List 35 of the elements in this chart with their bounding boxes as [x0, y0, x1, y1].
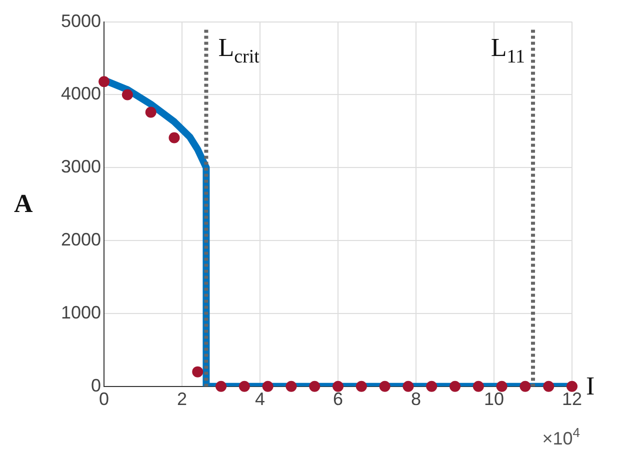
- point: [566, 380, 578, 392]
- y-tick-label: 1000: [60, 302, 102, 322]
- point: [402, 380, 414, 392]
- point: [145, 106, 156, 118]
- point: [238, 380, 250, 392]
- point: [216, 380, 227, 392]
- y-tick-label: 5000: [60, 10, 102, 31]
- point: [379, 380, 390, 392]
- y-axis-title: A: [14, 189, 33, 218]
- y-tick-label: 3000: [60, 156, 102, 177]
- point: [543, 380, 554, 392]
- point: [520, 380, 531, 392]
- point: [122, 89, 133, 100]
- x-tick-label: 4: [255, 389, 266, 410]
- point: [356, 380, 367, 392]
- point: [332, 380, 344, 392]
- x-tick-label: 2: [177, 389, 188, 410]
- x-tick-label: 6: [333, 389, 344, 410]
- point: [426, 380, 438, 392]
- x-tick-label: 12: [562, 389, 582, 410]
- point: [286, 380, 297, 392]
- y-tick-label: 4000: [60, 84, 102, 104]
- point: [192, 366, 204, 378]
- point: [262, 380, 274, 392]
- point: [168, 132, 180, 144]
- point: [98, 76, 110, 88]
- x-axis-title: I: [586, 371, 595, 400]
- y-tick-label: 2000: [60, 230, 102, 250]
- x-tick-label: 10: [484, 389, 504, 410]
- y-tick-label: 0: [91, 375, 102, 396]
- point: [496, 380, 508, 392]
- point: [472, 380, 484, 392]
- point: [309, 380, 320, 392]
- point: [450, 380, 461, 392]
- x-tick-label: 8: [411, 389, 422, 410]
